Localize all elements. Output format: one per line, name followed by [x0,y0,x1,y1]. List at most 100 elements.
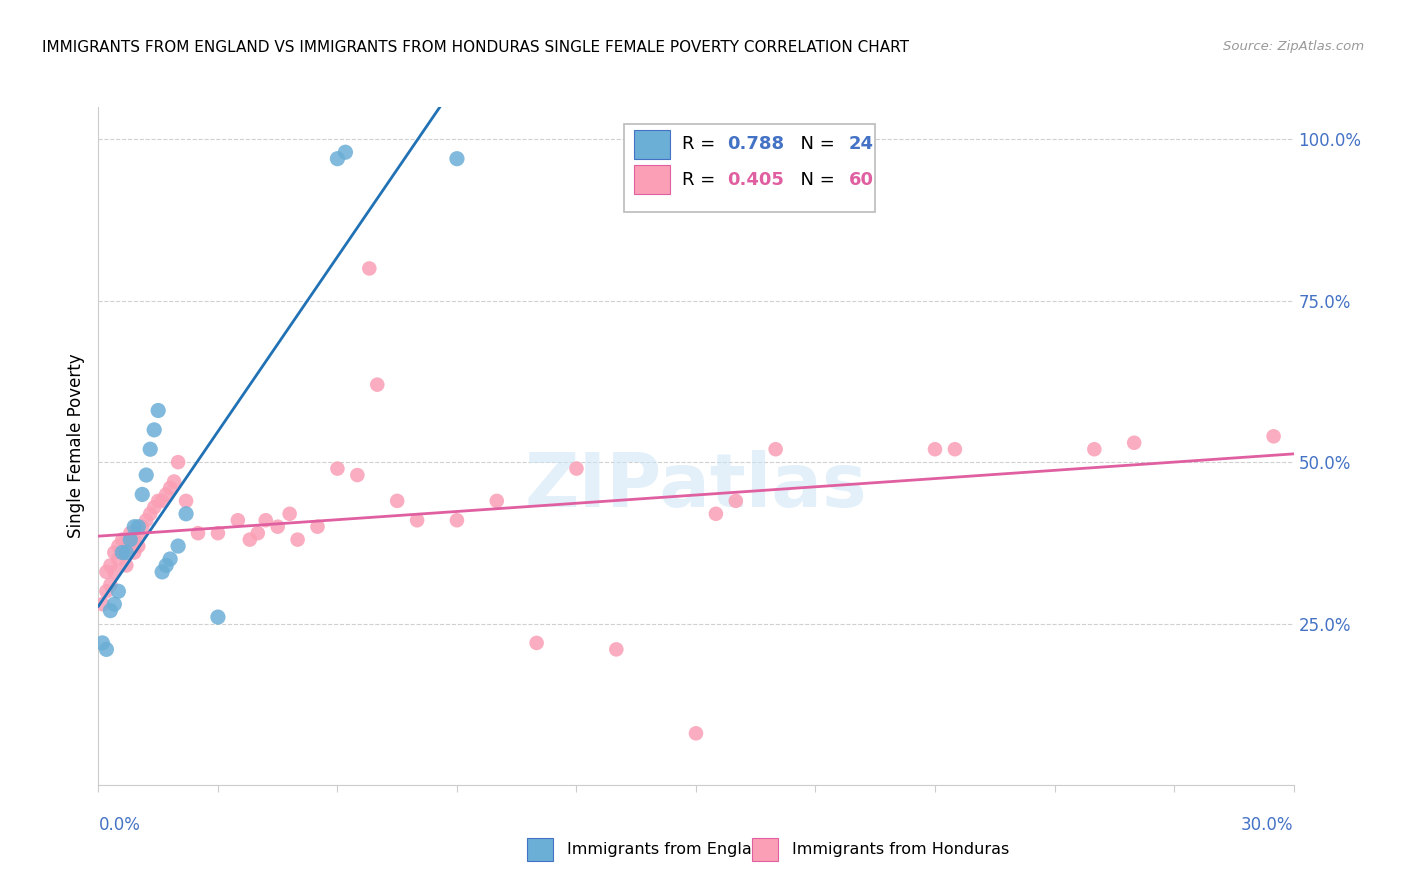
Text: 0.0%: 0.0% [98,816,141,834]
Point [1123,435,1146,450]
Point [159,481,181,495]
Text: N =: N = [789,136,841,153]
Point [127,526,149,541]
Point [155,558,177,573]
Point [239,533,262,547]
Text: Immigrants from Honduras: Immigrants from Honduras [792,842,1010,856]
Point [96,642,118,657]
Point [1083,442,1105,457]
Text: 0.788: 0.788 [727,136,785,153]
Point [187,526,209,541]
Text: 60: 60 [849,170,875,188]
Point [135,468,157,483]
Point [1263,429,1285,443]
Point [326,152,349,166]
Point [174,494,197,508]
Point [139,507,162,521]
Point [96,584,118,599]
Point [150,565,173,579]
Point [226,513,249,527]
Point [207,526,229,541]
Text: Immigrants from England: Immigrants from England [567,842,772,856]
Point [98,604,122,618]
Point [167,539,190,553]
Point [943,442,966,457]
Point [131,487,153,501]
Point [107,539,129,553]
Point [446,152,468,166]
Point [124,533,146,547]
Point [278,507,301,521]
FancyBboxPatch shape [624,124,876,212]
Bar [634,165,669,194]
Point [120,539,142,553]
Point [207,610,229,624]
Point [724,494,747,508]
Point [139,442,162,457]
Point [150,494,173,508]
Point [111,545,134,559]
Point [124,545,146,559]
Point [526,636,548,650]
Point [287,533,309,547]
Text: R =: R = [682,170,721,188]
Point [127,519,149,533]
Point [103,597,125,611]
Point [91,636,114,650]
Point [335,145,357,160]
Point [254,513,277,527]
Point [115,558,138,573]
Point [98,578,122,592]
Point [111,545,134,559]
Point [446,513,468,527]
Point [148,494,170,508]
Point [159,552,181,566]
Point [359,261,381,276]
Point [326,461,349,475]
Point [135,513,157,527]
Point [167,455,190,469]
Point [131,519,153,533]
Point [96,565,118,579]
Point [107,584,129,599]
Text: 0.405: 0.405 [727,170,785,188]
Point [103,565,125,579]
Point [111,533,134,547]
Point [98,558,122,573]
Point [103,545,125,559]
Text: IMMIGRANTS FROM ENGLAND VS IMMIGRANTS FROM HONDURAS SINGLE FEMALE POVERTY CORREL: IMMIGRANTS FROM ENGLAND VS IMMIGRANTS FR… [42,40,910,55]
Point [406,513,429,527]
Point [124,519,146,533]
Point [115,533,138,547]
Point [143,423,166,437]
Point [685,726,707,740]
Point [155,487,177,501]
Point [246,526,269,541]
Point [485,494,508,508]
Point [704,507,727,521]
Point [143,500,166,515]
Text: 24: 24 [849,136,875,153]
Point [366,377,388,392]
Point [267,519,290,533]
Text: Source: ZipAtlas.com: Source: ZipAtlas.com [1223,40,1364,54]
Point [346,468,368,483]
Point [565,461,588,475]
Point [91,597,114,611]
Text: R =: R = [682,136,721,153]
Y-axis label: Single Female Poverty: Single Female Poverty [67,354,86,538]
Text: N =: N = [789,170,841,188]
Point [148,403,170,417]
Point [107,552,129,566]
Point [127,539,149,553]
Point [605,642,627,657]
Point [163,475,186,489]
Point [924,442,946,457]
Point [120,533,142,547]
Point [174,507,197,521]
Point [765,442,787,457]
Point [120,526,142,541]
Text: ZIPatlas: ZIPatlas [524,450,868,524]
Bar [634,130,669,159]
Text: 30.0%: 30.0% [1241,816,1294,834]
